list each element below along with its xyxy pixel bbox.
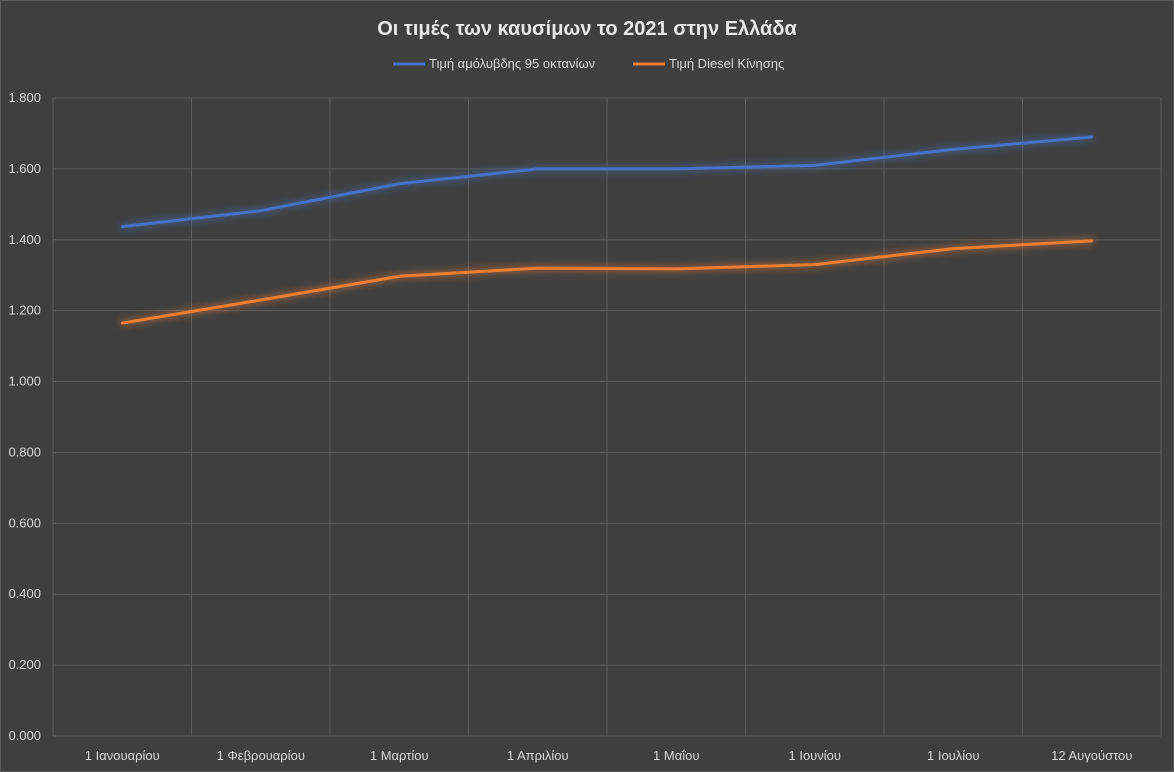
y-tick-label: 1.000 — [8, 374, 41, 389]
x-tick-label: 12 Αυγούστου — [1051, 748, 1132, 763]
y-tick-label: 0.600 — [8, 515, 41, 530]
y-tick-label: 0.200 — [8, 657, 41, 672]
y-tick-label: 1.200 — [8, 303, 41, 318]
legend: Τιμή αμόλυβδης 95 οκτανίων Τιμή Diesel Κί… — [393, 56, 784, 71]
x-tick-label: 1 Ιουλίου — [927, 748, 980, 763]
y-axis: 0.000 0.200 0.400 0.600 0.800 1.000 1.200 1.400… — [8, 90, 41, 743]
y-tick-label: 1.600 — [8, 161, 41, 176]
series-line-1 — [120, 135, 1094, 229]
legend-label: Τιμή Diesel Κίνησης — [669, 56, 784, 71]
y-tick-label: 0.000 — [8, 728, 41, 743]
x-tick-label: 1 Ιανουαρίου — [85, 748, 160, 763]
x-tick-label: 1 Μαΐου — [653, 748, 699, 763]
series-layer — [120, 135, 1094, 325]
x-tick-label: 1 Φεβρουαρίου — [217, 748, 305, 763]
y-tick-label: 1.800 — [8, 90, 41, 105]
series-line-2 — [120, 239, 1094, 325]
y-tick-label: 0.400 — [8, 586, 41, 601]
x-axis: 1 Ιανουαρίου 1 Φεβρουαρίου 1 Μαρτίου 1 Απρι… — [85, 748, 1133, 763]
x-tick-label: 1 Ιουνίου — [788, 748, 841, 763]
chart-title: Οι τιμές των καυσίμων το 2021 στην Ελλάδ… — [377, 18, 797, 40]
legend-label: Τιμή αμόλυβδης 95 οκτανίων — [429, 56, 595, 71]
y-tick-label: 1.400 — [8, 232, 41, 247]
y-tick-label: 0.800 — [8, 444, 41, 459]
gridlines — [52, 97, 1162, 737]
x-tick-label: 1 Μαρτίου — [370, 748, 429, 763]
x-tick-label: 1 Απριλίου — [507, 748, 569, 763]
